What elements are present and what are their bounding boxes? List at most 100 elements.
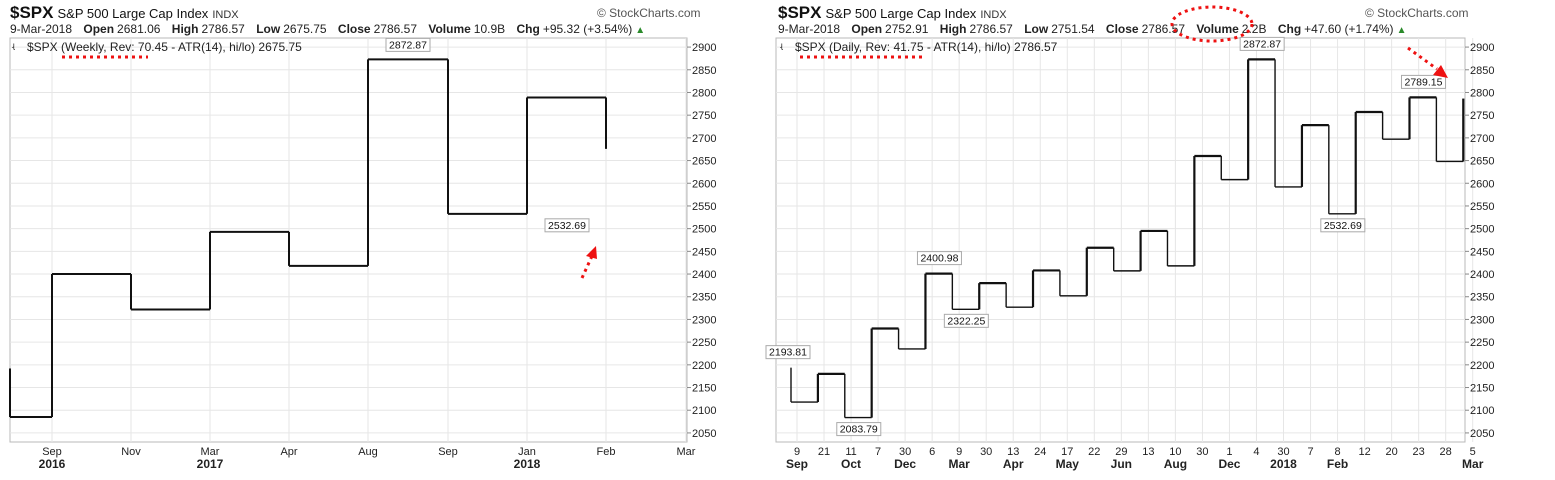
index-name: S&P 500 Large Cap Index	[825, 6, 977, 21]
svg-text:2083.79: 2083.79	[840, 424, 878, 436]
legend-text: $SPX (Weekly, Rev: 70.45 - ATR(14), hi/l…	[27, 40, 302, 54]
y-tick-label: 2500	[1470, 224, 1494, 236]
open-label: Open	[851, 22, 883, 36]
svg-text:2872.87: 2872.87	[389, 39, 427, 51]
symbol-label[interactable]: $SPX	[10, 3, 54, 22]
x-tick-label: 4	[1253, 446, 1259, 458]
close-label: Close	[337, 22, 371, 36]
up-triangle-icon: ▲	[1396, 25, 1407, 36]
x-tick-label: Sep	[438, 446, 458, 458]
quote-date: 9-Mar-2018	[10, 22, 73, 36]
data-label: 2872.87	[385, 37, 431, 52]
data-label: 2872.87	[1239, 36, 1285, 51]
x-tick-label: Apr	[280, 446, 297, 458]
data-labels: 2872.87 2532.69	[385, 37, 590, 233]
source-credit[interactable]: © StockCharts.com	[1365, 6, 1469, 20]
exchange-label: INDX	[212, 9, 239, 21]
y-tick-label: 2900	[692, 42, 716, 54]
y-tick-label: 2100	[1470, 405, 1494, 417]
high-label: High	[171, 22, 199, 36]
panel-divider	[762, 0, 768, 480]
x-tick-label: 9	[956, 446, 962, 458]
y-tick-label: 2200	[1470, 360, 1494, 372]
data-label: 2400.98	[916, 251, 962, 266]
low-label: Low	[1024, 22, 1049, 36]
y-tick-label: 2550	[1470, 201, 1494, 213]
y-tick-label: 2050	[1470, 428, 1494, 440]
x-tick-label: 13	[1142, 446, 1154, 458]
x-tick-label: 21	[818, 446, 830, 458]
plot-area	[775, 37, 1466, 443]
chart-title: $SPX S&P 500 Large Cap Index INDX	[10, 3, 239, 23]
y-tick-label: 2550	[692, 201, 716, 213]
data-label: 2532.69	[1320, 218, 1366, 233]
high-label: High	[939, 22, 967, 36]
x-tick-label: 11	[845, 446, 856, 458]
x-tick-label: 9	[794, 446, 800, 458]
x-tick-label: 22	[1088, 446, 1100, 458]
x-tick-label: Nov	[121, 446, 141, 458]
close-value: 2786.57	[1141, 22, 1185, 36]
y-tick-label: 2300	[692, 314, 716, 326]
x-tick-label: Mar	[201, 446, 220, 458]
volume-label: Volume	[1196, 22, 1239, 36]
open-label: Open	[83, 22, 115, 36]
chg-label: Chg	[516, 22, 540, 36]
x-tick-label: 10	[1169, 446, 1181, 458]
y-axis: 2050 2100 2150 2200 2250 2300 2350 2400 2450 2500…	[1465, 42, 1494, 440]
red-arrow-annotation	[1407, 46, 1448, 78]
chg-value: +95.32 (+3.54%)	[542, 22, 633, 36]
x-tick-label: 30	[980, 446, 992, 458]
month-label: Mar	[1462, 457, 1484, 471]
y-axis: 2050 2100 2150 2200 2250 2300 2350 2400 2450 2500…	[687, 42, 716, 440]
x-axis: 9 21 11 7 30 6 9 30 13 24 17 22 29 13 10 30 1 4 30 7 8 12 20 23…	[786, 446, 1484, 471]
y-tick-label: 2800	[1470, 87, 1494, 99]
svg-text:2532.69: 2532.69	[1324, 220, 1362, 232]
x-tick-label: 23	[1413, 446, 1425, 458]
svg-text:2872.87: 2872.87	[1243, 38, 1281, 50]
month-label: Feb	[1327, 457, 1348, 471]
exchange-label: INDX	[980, 9, 1007, 21]
x-tick-label: Feb	[597, 446, 616, 458]
open-value: 2752.91	[885, 22, 929, 36]
y-tick-label: 2450	[692, 246, 716, 258]
svg-text:2400.98: 2400.98	[920, 253, 958, 265]
x-tick-label: 1	[1226, 446, 1232, 458]
open-value: 2681.06	[117, 22, 161, 36]
y-tick-label: 2600	[692, 178, 716, 190]
x-tick-label: Aug	[358, 446, 378, 458]
kagi-series	[790, 58, 1465, 419]
month-label: Apr	[1003, 457, 1024, 471]
y-tick-label: 2850	[692, 65, 716, 77]
low-label: Low	[256, 22, 281, 36]
month-label: Mar	[948, 457, 970, 471]
x-tick-label: 13	[1007, 446, 1019, 458]
year-label: 2016	[39, 457, 66, 471]
low-value: 2751.54	[1051, 22, 1095, 36]
daily-kagi-chart: 2050 2100 2150 2200 2250 2300 2350 2400 2450 2500…	[765, 5, 1494, 471]
red-circle-annotation	[1170, 5, 1254, 43]
data-label: 2789.15	[1400, 74, 1446, 89]
y-tick-label: 2400	[692, 269, 716, 281]
y-tick-label: 2800	[692, 87, 716, 99]
low-value: 2675.75	[283, 22, 327, 36]
y-tick-label: 2100	[692, 405, 716, 417]
source-credit[interactable]: © StockCharts.com	[597, 6, 701, 20]
quote-line: 9-Mar-2018 Open 2681.06 High 2786.57 Low 26…	[10, 22, 645, 36]
daily-chart-panel: $SPX S&P 500 Large Cap Index INDX © StockC…	[765, 0, 1555, 480]
close-value: 2786.57	[373, 22, 417, 36]
up-triangle-icon: ▲	[635, 25, 646, 36]
x-tick-label: Jan	[518, 446, 536, 458]
y-tick-label: 2600	[1470, 178, 1494, 190]
month-label: Jun	[1111, 457, 1132, 471]
high-value: 2786.57	[969, 22, 1013, 36]
month-label: Sep	[786, 457, 808, 471]
x-tick-label: 28	[1440, 446, 1452, 458]
symbol-label[interactable]: $SPX	[778, 3, 822, 22]
volume-label: Volume	[428, 22, 471, 36]
x-tick-label: 17	[1061, 446, 1073, 458]
y-tick-label: 2300	[1470, 314, 1494, 326]
data-labels: 2193.81 2083.79 2400.98 2322.25 2872.87 2532.…	[765, 36, 1446, 437]
y-tick-label: 2150	[1470, 383, 1494, 395]
y-tick-label: 2700	[1470, 133, 1494, 145]
